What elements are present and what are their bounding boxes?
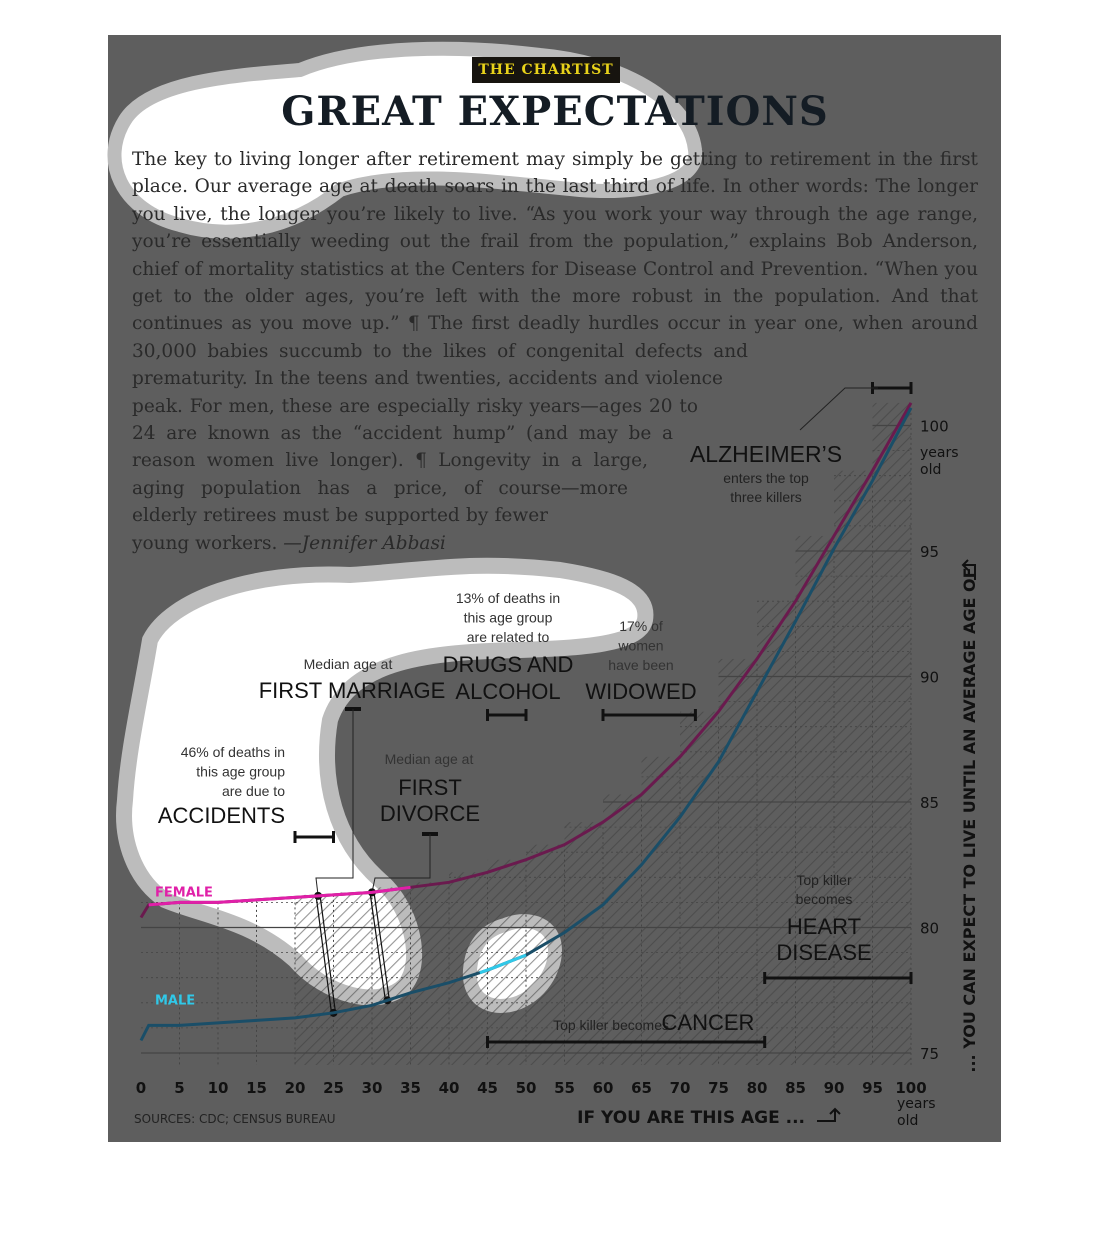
alzheimers-posttext: three killers: [730, 489, 802, 505]
x-tick-label: 55: [554, 1079, 575, 1097]
x-tick-label: 30: [362, 1079, 383, 1097]
first-marriage-pretext: Median age at: [304, 656, 393, 672]
first-divorce-pretext: Median age at: [385, 751, 474, 767]
x-tick-label: 60: [593, 1079, 614, 1097]
alzheimers-label: ALZHEIMER’S: [690, 441, 842, 467]
widowed-label: WIDOWED: [585, 679, 696, 704]
drugs-pretext: are related to: [467, 629, 550, 645]
hatch-band: [333, 892, 372, 1065]
x-axis-title: IF YOU ARE THIS AGE ...: [577, 1108, 805, 1128]
heart-label: HEART: [787, 914, 861, 939]
article-body: The key to living longer after retiremen…: [132, 149, 978, 554]
hatch-band: [757, 601, 796, 1065]
marriage-connector: [319, 895, 337, 1013]
x-tick-label: 75: [708, 1079, 729, 1097]
x-axis-arrow: [817, 1107, 841, 1122]
first-marriage-label: FIRST MARRIAGE: [259, 678, 446, 703]
chartist-badge: THE CHARTIST: [472, 57, 620, 83]
x-tick-label: 95: [862, 1079, 883, 1097]
marriage-connector: [315, 895, 333, 1013]
cancer-label: CANCER: [662, 1010, 755, 1035]
y-tick-label: 90: [920, 669, 939, 687]
heart-label: DISEASE: [776, 940, 871, 965]
y-tick-label: 95: [920, 543, 939, 561]
y-tick-label: 100: [920, 418, 949, 436]
male-highlight: [479, 953, 527, 975]
x-tick-label: 15: [246, 1079, 267, 1097]
x-unit-label: years: [897, 1096, 936, 1112]
y-axis-arrow: [961, 559, 976, 580]
widowed-pretext: women: [617, 638, 663, 654]
series-label-female: FEMALE: [155, 885, 213, 900]
hatch-band: [564, 822, 603, 1065]
hatch-band: [872, 402, 911, 1065]
heart-pretext: Top killer: [796, 872, 852, 888]
alzheimers-leader: [799, 387, 878, 431]
drugs-label: DRUGS AND: [443, 652, 574, 677]
accidents-pretext: 46% of deaths in: [181, 744, 285, 760]
x-tick-label: 25: [323, 1079, 344, 1097]
drugs-label: ALCOHOL: [455, 679, 560, 704]
y-tick-label: 80: [920, 920, 939, 938]
y-unit-label: years: [920, 445, 959, 461]
x-tick-label: 0: [136, 1079, 146, 1097]
hatch-band: [718, 658, 757, 1065]
y-axis-title: ... YOU CAN EXPECT TO LIVE UNTIL AN AVER…: [960, 567, 979, 1072]
widowed-pretext: have been: [608, 657, 673, 673]
accidents-pretext: this age group: [196, 764, 285, 780]
x-tick-label: 50: [516, 1079, 537, 1097]
alzheimers-posttext: enters the top: [723, 470, 809, 486]
x-tick-label: 80: [747, 1079, 768, 1097]
y-unit-label: old: [920, 462, 941, 478]
article-byline: —Jennifer Abbasi: [283, 532, 446, 554]
hatch-band: [410, 882, 449, 1065]
series-label-male: MALE: [155, 993, 195, 1008]
female-highlight: [148, 885, 411, 907]
heart-pretext: becomes: [796, 891, 853, 907]
x-tick-label: 10: [208, 1079, 229, 1097]
hatch-band: [641, 756, 680, 1065]
x-tick-label: 100: [895, 1079, 926, 1097]
first-marriage-leader: [315, 709, 354, 896]
first-divorce-label: DIVORCE: [380, 801, 480, 826]
article-text: The key to living longer after retiremen…: [132, 146, 978, 626]
x-tick-label: 90: [824, 1079, 845, 1097]
first-divorce-label: FIRST: [398, 775, 462, 800]
x-tick-label: 5: [174, 1079, 184, 1097]
y-tick-label: 85: [920, 794, 939, 812]
page-title: GREAT EXPECTATIONS: [281, 88, 829, 135]
highlight-blobs: [107, 41, 703, 1013]
hatch-band: [449, 872, 488, 1065]
x-tick-label: 65: [631, 1079, 652, 1097]
hatch-band: [603, 794, 642, 1065]
x-tick-label: 20: [285, 1079, 306, 1097]
drugs-pretext: 13% of deaths in: [456, 590, 560, 606]
x-tick-label: 45: [477, 1079, 498, 1097]
cancer-pretext: Top killer becomes: [553, 1017, 669, 1033]
accidents-pretext: are due to: [222, 783, 285, 799]
x-tick-label: 35: [400, 1079, 421, 1097]
hatch-band: [372, 887, 411, 1065]
hatch-band: [834, 470, 873, 1065]
divorce-connector: [369, 892, 386, 1001]
widowed-pretext: 17% of: [619, 618, 663, 634]
first-divorce-leader: [371, 834, 431, 893]
y-tick-label: 75: [920, 1045, 939, 1063]
x-tick-label: 70: [670, 1079, 691, 1097]
x-tick-label: 40: [439, 1079, 460, 1097]
accidents-label: ACCIDENTS: [158, 803, 285, 828]
source-note: SOURCES: CDC; CENSUS BUREAU: [134, 1112, 336, 1126]
drugs-pretext: this age group: [464, 610, 553, 626]
x-tick-label: 85: [785, 1079, 806, 1097]
divorce-connector: [373, 892, 390, 1001]
x-unit-label: old: [897, 1113, 918, 1129]
